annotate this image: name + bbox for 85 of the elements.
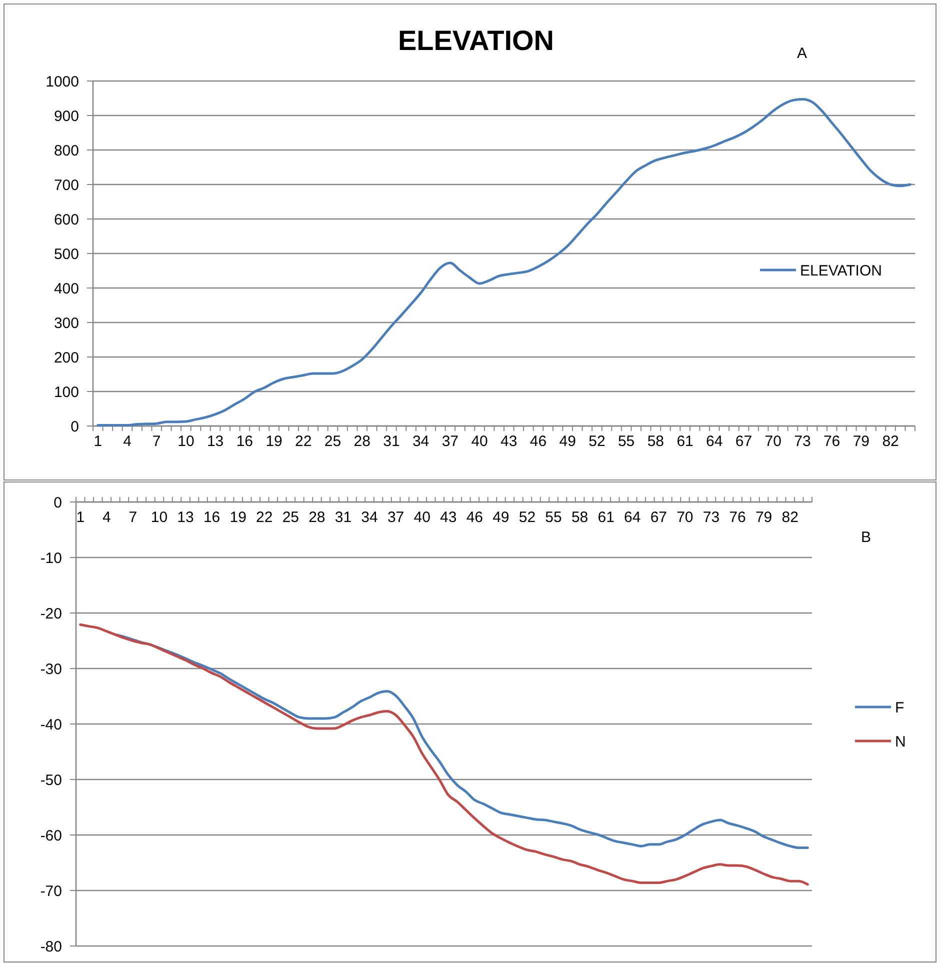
- x-tick-label: 1: [94, 433, 102, 450]
- y-tick-label: 400: [54, 280, 79, 298]
- y-tick-label: 800: [54, 142, 79, 160]
- y-tick-label: 600: [54, 211, 79, 228]
- x-tick-label: 37: [387, 509, 404, 526]
- x-tick-label: 67: [735, 433, 752, 450]
- chart-title: ELEVATION: [398, 25, 554, 56]
- x-tick-label: 73: [794, 433, 811, 450]
- line-series: [96, 98, 912, 427]
- x-tick-label: 25: [282, 509, 300, 526]
- x-tick-label: 61: [598, 509, 614, 526]
- x-tick-label: 25: [324, 433, 342, 450]
- x-tick-label: 55: [618, 433, 635, 450]
- x-tick-label: 73: [702, 509, 720, 526]
- legend-label: ELEVATION: [800, 262, 882, 280]
- x-tick-label: 7: [128, 509, 138, 526]
- x-tick-label: 37: [442, 433, 459, 450]
- x-tick-label: 52: [588, 433, 606, 450]
- x-tick-label: 19: [230, 509, 246, 526]
- y-tick-label: 300: [54, 314, 79, 332]
- line-series: [114, 633, 809, 850]
- legend-label: F: [895, 699, 904, 716]
- y-tick-label: -10: [40, 550, 62, 567]
- y-tick-label: 0: [54, 494, 62, 512]
- x-tick-label: 67: [650, 509, 668, 526]
- x-tick-label: 10: [150, 509, 168, 526]
- x-tick-label: 49: [559, 433, 576, 450]
- y-tick-label: -70: [40, 882, 62, 900]
- x-tick-label: 46: [466, 509, 484, 526]
- x-tick-label: 79: [755, 509, 772, 526]
- y-tick-label: -20: [40, 605, 62, 622]
- x-tick-label: 82: [782, 509, 798, 526]
- x-tick-label: 52: [518, 509, 536, 526]
- x-tick-label: 34: [361, 509, 378, 526]
- x-tick-label: 40: [471, 433, 488, 450]
- y-tick-label: -40: [40, 716, 62, 734]
- x-tick-label: 22: [256, 509, 273, 526]
- x-tick-label: 31: [383, 433, 400, 450]
- y-tick-label: 0: [70, 418, 79, 436]
- x-tick-label: 55: [545, 509, 562, 526]
- y-tick-label: -30: [40, 660, 62, 678]
- x-tick-label: 13: [177, 509, 194, 526]
- x-tick-label: 61: [676, 433, 694, 450]
- x-tick-label: 43: [440, 509, 457, 526]
- text: B: [860, 529, 872, 546]
- x-tick-label: 40: [414, 509, 430, 526]
- x-tick-label: 28: [308, 509, 326, 526]
- x-tick-label: 31: [334, 509, 352, 526]
- x-tick-label: 22: [295, 433, 312, 450]
- x-tick-label: 70: [764, 433, 782, 450]
- x-tick-label: 28: [354, 433, 370, 450]
- x-tick-label: 4: [102, 509, 111, 526]
- line-series: [79, 623, 809, 886]
- legend-label: N: [895, 733, 906, 750]
- y-tick-label: -80: [40, 938, 62, 956]
- y-tick-label: 500: [54, 246, 79, 263]
- x-tick-label: 70: [676, 509, 694, 526]
- y-tick-label: 100: [54, 384, 79, 401]
- x-tick-label: 64: [624, 509, 641, 526]
- x-tick-label: 4: [123, 433, 132, 450]
- x-tick-label: 43: [500, 433, 518, 450]
- x-tick-label: 1: [76, 509, 85, 526]
- x-tick-label: 58: [647, 433, 664, 450]
- y-tick-label: 200: [54, 349, 79, 366]
- x-tick-label: 82: [882, 433, 899, 450]
- x-tick-label: 13: [206, 433, 224, 450]
- x-tick-label: 46: [530, 433, 547, 450]
- x-tick-label: 58: [571, 509, 588, 526]
- x-tick-label: 10: [178, 433, 194, 450]
- text: A: [796, 45, 808, 62]
- y-tick-label: 900: [54, 108, 79, 125]
- x-tick-label: 64: [706, 433, 723, 450]
- x-tick-label: 7: [152, 433, 161, 450]
- x-tick-label: 16: [236, 433, 254, 450]
- x-tick-label: 76: [823, 433, 840, 450]
- x-tick-label: 34: [412, 433, 430, 450]
- x-tick-label: 19: [266, 433, 282, 450]
- y-tick-label: -50: [40, 772, 62, 789]
- x-tick-label: 16: [203, 509, 220, 526]
- x-tick-label: 49: [492, 509, 510, 526]
- y-tick-label: 1000: [46, 73, 79, 90]
- y-tick-label: -60: [40, 827, 62, 844]
- x-tick-label: 79: [852, 433, 870, 450]
- x-tick-label: 76: [729, 509, 746, 526]
- y-tick-label: 700: [54, 176, 79, 194]
